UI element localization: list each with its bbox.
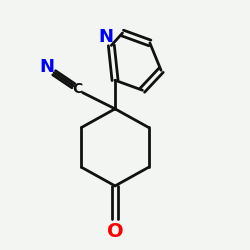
Text: N: N — [39, 58, 54, 76]
Text: C: C — [73, 82, 83, 96]
Text: N: N — [99, 28, 114, 46]
Text: O: O — [107, 222, 123, 242]
